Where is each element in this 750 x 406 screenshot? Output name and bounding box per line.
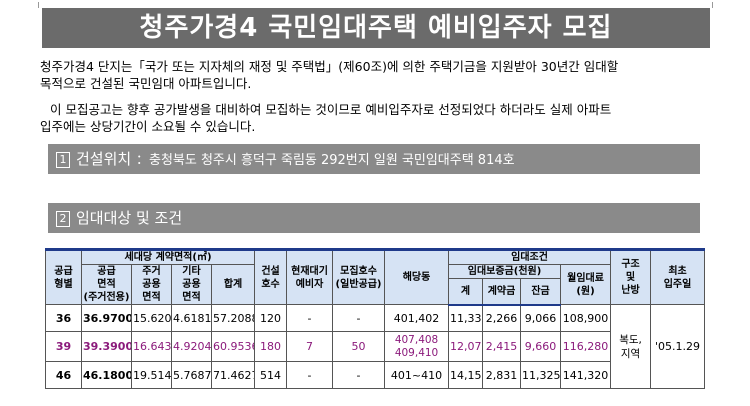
cell-supply-area: 39.3900 [81,331,132,362]
cell-other-common: 5.7687 [171,361,212,389]
section-rent-label: 임대대상 및 조건 [76,209,183,227]
section-number-2: 2 [56,211,70,227]
cell-supply-area: 36.9700 [81,304,132,332]
header-area-group: 세대당 계약면적(㎡) [80,248,256,265]
cell-deposit: 14,156 [448,361,484,389]
header-structure: 구조 및 난방 [610,248,652,305]
cell-rent: 141,320 [560,361,612,389]
cell-waiting: 7 [286,331,334,362]
cell-total: 57.2088 [210,304,256,332]
cell-balance: 9,660 [520,331,562,362]
header-rent-group: 임대조건 [448,248,612,265]
header-balance: 잔금 [520,278,562,306]
cell-other-common: 4.6181 [171,304,212,332]
header-row-3: 계 계약금 잔금 [46,278,705,306]
cell-contract: 2,266 [482,304,522,332]
cell-residential-common: 19.514 [131,361,172,389]
section-location-label: 건설위치 [76,150,132,168]
cell-contract: 2,415 [482,331,522,362]
header-total: 합계 [210,264,256,305]
cell-total: 71.4627 [210,361,256,389]
header-residential-common: 주거 공용 면적 [131,264,172,305]
cell-recruit: 50 [332,331,386,362]
section-rent-conditions: 2 임대대상 및 조건 [48,203,700,233]
header-contract-fee: 계약금 [482,278,522,306]
cell-waiting: - [286,304,334,332]
cell-move-in: '05.1.29 [650,304,706,389]
header-row-1: 공급 형별 세대당 계약면적(㎡) 건설 호수 현재대기 예비자 모집호수 (일반공급)… [45,248,706,305]
cell-total: 60.9536 [210,331,256,362]
table-row: 46 46.1800 19.514 5.7687 71.4627 514 - -… [45,361,705,389]
cell-dong: 407,408 409,410 [384,331,450,362]
cell-deposit: 11,332 [448,304,484,332]
cell-built: 180 [254,331,288,362]
cell-built: 120 [254,304,288,332]
intro-para1-line2: 목적으로 건설된 국민임대 아파트입니다. [40,76,252,91]
cell-recruit: - [332,361,386,389]
section-location-detail: ：충청북도 청주시 흥덕구 죽림동 292번지 일원 국민임대주택 814호 [135,153,515,168]
header-monthly-rent: 월임대료 (원) [560,264,612,305]
cell-residential-common: 16.6432 [131,331,172,362]
header-deposit-group: 임대보증금(천원) [448,264,562,279]
cell-rent: 116,280 [560,331,612,362]
page-title: 청주가경4 국민임대주택 예비입주자 모집 [42,8,710,48]
header-supply-type: 공급 형별 [45,248,82,305]
cell-structure: 복도, 지역 [610,304,652,389]
intro-para1-line1: 청주가경4 단지는「국가 또는 지자체의 재정 및 주택법」(제60조)에 의한… [40,59,619,74]
cell-deposit: 12,075 [448,331,484,362]
intro-paragraph-2: 이 모집공고는 향후 공가발생을 대비하여 모집하는 것이므로 예비입주자로 선… [40,101,720,135]
cell-waiting: - [286,361,334,389]
cell-contract: 2,831 [482,361,522,389]
header-other-common: 기타 공용 면적 [171,264,212,305]
cell-rent: 108,900 [560,304,612,332]
rent-conditions-table: 공급 형별 세대당 계약면적(㎡) 건설 호수 현재대기 예비자 모집호수 (일반공급)… [45,248,706,389]
cell-built: 514 [254,361,288,389]
header-move-in: 최초 입주일 [650,248,706,305]
cell-supply-area: 46.1800 [81,361,132,389]
cell-other-common: 4.9204 [171,331,212,362]
cell-type: 46 [45,361,82,389]
table-row: 39 39.3900 16.6432 4.9204 60.9536 180 7 … [45,331,705,362]
cell-dong: 401~410 [384,361,450,389]
cell-dong: 401,402 [384,304,450,332]
crop-mark-top-right [712,2,722,8]
cell-balance: 9,066 [520,304,562,332]
table-row: 36 36.9700 15.6207 4.6181 57.2088 120 - … [45,304,706,389]
header-target-dong: 해당동 [384,248,450,305]
cell-recruit: - [332,304,386,332]
intro-para2-line1: 이 모집공고는 향후 공가발생을 대비하여 모집하는 것이므로 예비입주자로 선… [50,102,612,117]
intro-para2-line2: 입주에는 상당기간이 소요될 수 있습니다. [40,119,256,134]
cell-type: 36 [45,304,82,332]
section-number-1: 1 [56,152,70,168]
cell-residential-common: 15.6207 [131,304,172,332]
intro-paragraph-1: 청주가경4 단지는「국가 또는 지자체의 재정 및 주택법」(제60조)에 의한… [40,58,720,92]
header-built-units: 건설 호수 [254,248,288,305]
header-supply-area: 공급 면적 (주거전용) [81,264,132,305]
header-recruit-units: 모집호수 (일반공급) [332,248,386,305]
cell-type: 39 [45,331,82,362]
header-waiting: 현재대기 예비자 [286,248,334,305]
crop-mark-top-left [38,2,48,8]
section-location: 1 건설위치 ：충청북도 청주시 흥덕구 죽림동 292번지 일원 국민임대주택 … [48,144,700,174]
header-deposit-total: 계 [448,278,484,306]
cell-balance: 11,325 [520,361,562,389]
